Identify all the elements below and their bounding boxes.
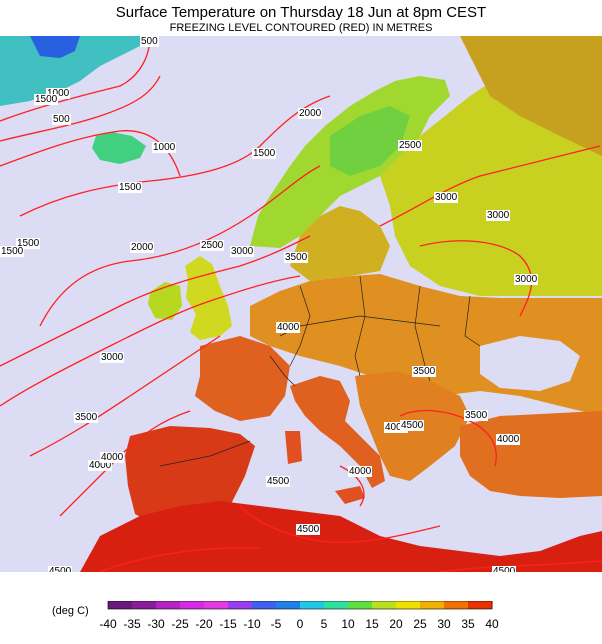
legend-tick-label: 10	[341, 617, 355, 631]
contour-label: 1500	[118, 182, 143, 193]
weather-map[interactable]: 500 1000 1500 1500 500 1000 1500 1500 20…	[0, 36, 602, 572]
legend-color-swatch	[276, 601, 301, 609]
contour-label: 4500	[492, 566, 517, 572]
contour-label: 1500	[34, 94, 59, 105]
contour-label: 3500	[464, 410, 489, 421]
north-africa-landmass	[80, 501, 602, 572]
contour-label: 1500	[252, 148, 277, 159]
contour-label: 4000	[496, 434, 521, 445]
iceland-landmass	[92, 132, 146, 164]
poland-baltics-landmass	[290, 206, 390, 281]
contour-label: 4500	[48, 566, 73, 572]
legend-color-swatch	[252, 601, 277, 609]
contour-label: 3000	[230, 246, 255, 257]
legend-color-swatch	[396, 601, 421, 609]
legend-tick-label: -10	[243, 617, 261, 631]
legend-frame	[107, 601, 493, 610]
contour-label: 1000	[46, 88, 71, 99]
legend-tick-label: 15	[365, 617, 379, 631]
legend-colorbar	[107, 601, 493, 610]
contour-label: 500	[140, 36, 159, 47]
contour-label: 3500	[412, 366, 437, 377]
contour-label: 1000	[152, 142, 177, 153]
map-svg	[0, 36, 602, 572]
legend-color-swatch	[300, 601, 325, 609]
legend-tick-label: -35	[123, 617, 141, 631]
legend-tick-label: 5	[320, 617, 328, 631]
temperature-legend: (deg C) -40 -35 -30 -25 -20 -15 -10 -5 0 5 10 15 20 2…	[0, 595, 602, 644]
contour-label: 3000	[434, 192, 459, 203]
legend-color-swatch	[324, 601, 349, 609]
legend-color-swatch	[468, 601, 493, 609]
legend-tick-label: -25	[171, 617, 189, 631]
greenland-ice	[30, 36, 80, 58]
legend-color-swatch	[180, 601, 205, 609]
contour-label: 4000	[348, 466, 373, 477]
legend-tick-label: -40	[99, 617, 117, 631]
turkey-landmass	[460, 411, 602, 498]
contour-label: 2000	[130, 242, 155, 253]
contour-label: 3000	[486, 210, 511, 221]
contour-label: 4500	[296, 524, 321, 535]
country-borders	[159, 275, 481, 467]
contour-label: 4500	[400, 420, 425, 431]
russia-north	[460, 36, 602, 156]
contour-label: 2500	[200, 240, 225, 251]
contour-label: 2000	[298, 108, 323, 119]
legend-color-swatch	[420, 601, 445, 609]
sicily-landmass	[335, 486, 365, 504]
legend-tick-label: 40	[485, 617, 499, 631]
legend-color-swatch	[372, 601, 397, 609]
contour-label: 4000	[88, 460, 113, 471]
contour-label: 500	[52, 114, 71, 125]
scandinavia-north	[330, 106, 410, 176]
black-sea	[480, 336, 580, 391]
contour-label: 4000	[276, 322, 301, 333]
legend-color-swatch	[228, 601, 253, 609]
contour-label: 1500	[0, 246, 25, 257]
map-subtitle: FREEZING LEVEL CONTOURED (RED) IN METRES	[169, 22, 433, 34]
ireland-landmass	[148, 282, 182, 320]
legend-unit-label: (deg C)	[52, 605, 89, 617]
legend-tick-label: 25	[413, 617, 427, 631]
contour-label: 4000	[100, 452, 125, 463]
contour-label: 3500	[284, 252, 309, 263]
contour-label: 4500	[266, 476, 291, 487]
contour-label: 3000	[100, 352, 125, 363]
sardinia-landmass	[285, 431, 302, 464]
legend-tick-label: 0	[296, 617, 304, 631]
legend-color-swatch	[156, 601, 181, 609]
legend-tick-label: -30	[147, 617, 165, 631]
legend-tick-label: -20	[195, 617, 213, 631]
italy-landmass	[290, 376, 385, 488]
map-title: Surface Temperature on Thursday 18 Jun a…	[115, 4, 487, 21]
france-landmass	[195, 336, 290, 421]
legend-tick-label: -15	[219, 617, 237, 631]
contour-label: 4000	[384, 422, 409, 433]
legend-tick-label: 30	[437, 617, 451, 631]
legend-color-swatch	[132, 601, 157, 609]
greenland-landmass	[0, 36, 150, 106]
contour-label: 2500	[398, 140, 423, 151]
contour-label: 3500	[74, 412, 99, 423]
contour-label: 1500	[16, 238, 41, 249]
legend-color-swatch	[204, 601, 229, 609]
legend-color-swatch	[444, 601, 469, 609]
legend-tick-label: -5	[270, 617, 282, 631]
legend-color-swatch	[108, 601, 133, 609]
legend-color-swatch	[348, 601, 373, 609]
legend-tick-label: 35	[461, 617, 475, 631]
contour-label: 3000	[514, 274, 539, 285]
legend-tick-label: 20	[389, 617, 403, 631]
